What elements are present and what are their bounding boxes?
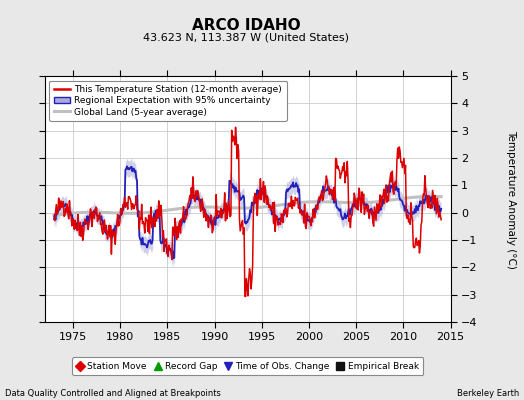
Text: 43.623 N, 113.387 W (United States): 43.623 N, 113.387 W (United States) <box>143 32 350 42</box>
Text: ARCO IDAHO: ARCO IDAHO <box>192 18 301 33</box>
Text: Data Quality Controlled and Aligned at Breakpoints: Data Quality Controlled and Aligned at B… <box>5 389 221 398</box>
Y-axis label: Temperature Anomaly (°C): Temperature Anomaly (°C) <box>506 130 517 268</box>
Legend: Station Move, Record Gap, Time of Obs. Change, Empirical Break: Station Move, Record Gap, Time of Obs. C… <box>72 357 423 375</box>
Text: Berkeley Earth: Berkeley Earth <box>456 389 519 398</box>
